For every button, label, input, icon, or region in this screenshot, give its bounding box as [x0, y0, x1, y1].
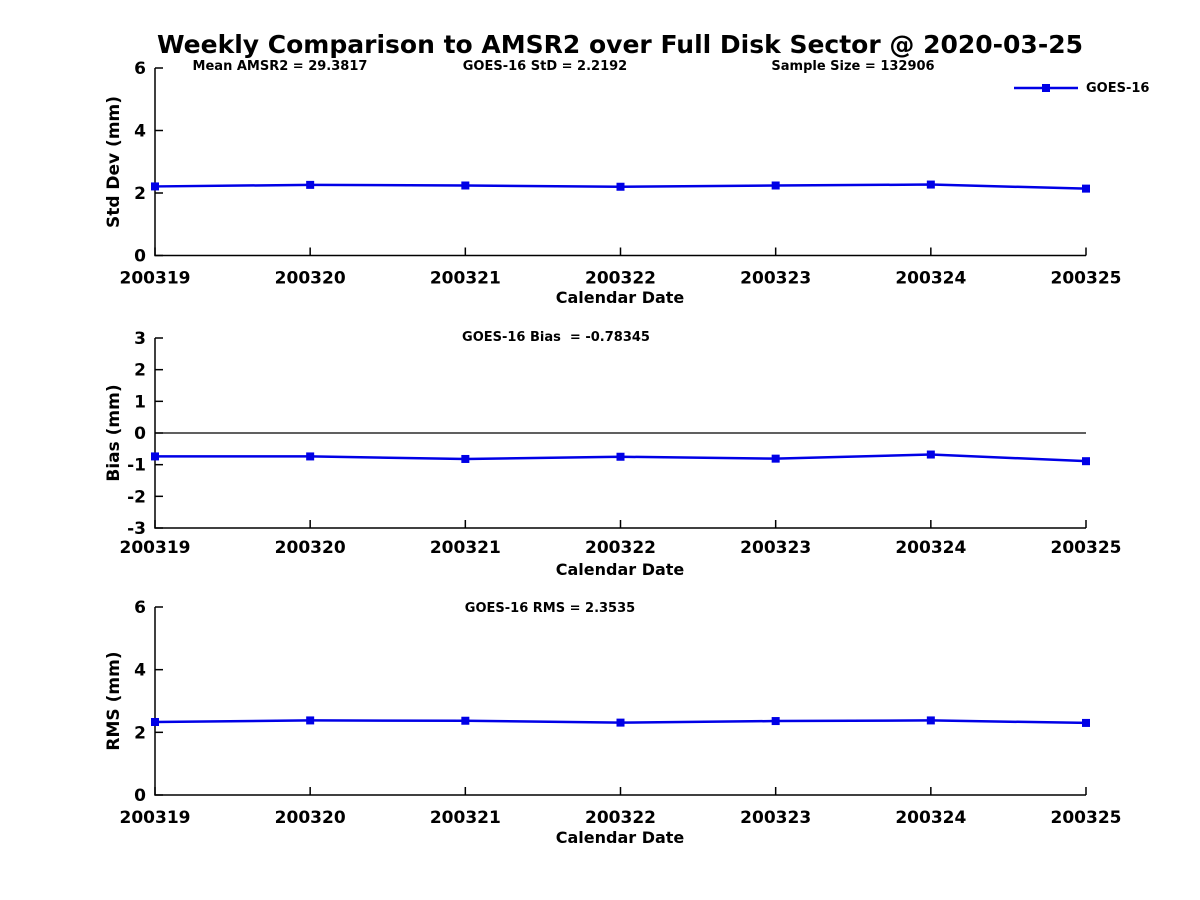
data-point-marker — [151, 182, 159, 191]
subplot-bias: -3 -2 -1 0 1 2 3 200319 200320 200321 200322 200323… — [0, 325, 1200, 580]
data-point-marker — [616, 182, 625, 191]
x-tick-label: 200319 — [120, 808, 191, 828]
y-tick-label: 0 — [134, 247, 146, 267]
data-point-marker — [461, 454, 470, 463]
bias-x-axis-label: Calendar Date — [556, 560, 685, 579]
y-tick-label: 3 — [134, 329, 146, 349]
x-tick-label: 200323 — [740, 269, 811, 289]
data-point-marker — [926, 180, 935, 189]
x-tick-label: 200322 — [585, 808, 656, 828]
x-tick-label: 200323 — [740, 538, 811, 558]
annotation-goes16-rms: GOES-16 RMS = 2.3535 — [465, 601, 635, 616]
data-point-marker — [1082, 718, 1090, 727]
x-tick-label: 200324 — [895, 538, 966, 558]
x-tick-label: 200320 — [275, 538, 346, 558]
y-tick-label: 6 — [134, 59, 146, 79]
y-tick-label: 4 — [134, 661, 146, 681]
x-tick-label: 200321 — [430, 538, 501, 558]
bias-y-axis-label: Bias (mm) — [104, 384, 124, 481]
annotation-goes16-std: GOES-16 StD = 2.2192 — [463, 59, 627, 74]
x-tick-label: 200323 — [740, 808, 811, 828]
y-tick-label: 2 — [134, 723, 146, 743]
x-tick-label: 200325 — [1051, 269, 1122, 289]
x-tick-label: 200325 — [1051, 808, 1122, 828]
y-tick-label: 6 — [134, 598, 146, 618]
x-tick-label: 200320 — [275, 269, 346, 289]
figure-title: Weekly Comparison to AMSR2 over Full Dis… — [156, 30, 1083, 59]
subplot-rms: 0 2 4 6 200319 200320 200321 200322 200323 200324… — [0, 595, 1200, 850]
data-point-marker — [616, 718, 625, 727]
rms-plot-area: 0 2 4 6 200319 200320 200321 200322 200323 200324… — [120, 598, 1122, 828]
data-point-marker — [151, 717, 159, 726]
stddev-y-axis-label: Std Dev (mm) — [104, 96, 124, 228]
x-tick-label: 200322 — [585, 538, 656, 558]
y-tick-label: -3 — [127, 519, 146, 539]
data-point-marker — [771, 454, 780, 463]
y-tick-label: 0 — [134, 786, 146, 806]
x-tick-label: 200321 — [430, 269, 501, 289]
legend-marker — [1014, 84, 1078, 92]
data-point-marker — [306, 452, 315, 461]
data-point-marker — [926, 716, 935, 725]
legend-label: GOES-16 — [1086, 80, 1150, 96]
y-tick-label: 1 — [134, 392, 146, 412]
rms-y-axis-label: RMS (mm) — [104, 651, 124, 750]
axis-lines — [154, 68, 1086, 257]
data-point-marker — [461, 181, 470, 190]
data-point-marker — [461, 716, 470, 725]
data-point-marker — [1082, 184, 1090, 193]
x-tick-label: 200325 — [1051, 538, 1122, 558]
subplot-stddev: 0 2 4 6 200319 200320 200321 200322 200323 200324… — [0, 50, 1200, 310]
y-tick-label: -1 — [127, 456, 146, 476]
x-tick-label: 200319 — [120, 269, 191, 289]
x-tick-label: 200319 — [120, 538, 191, 558]
x-tick-label: 200320 — [275, 808, 346, 828]
annotation-goes16-bias: GOES-16 Bias = -0.78345 — [462, 330, 650, 345]
bias-plot-area: -3 -2 -1 0 1 2 3 200319 200320 200321 200322 200323… — [120, 329, 1122, 558]
x-tick-label: 200324 — [895, 269, 966, 289]
y-tick-label: 2 — [134, 184, 146, 204]
y-tick-label: 4 — [134, 122, 146, 142]
data-point-marker — [1082, 457, 1090, 466]
y-tick-label: 2 — [134, 361, 146, 381]
stddev-x-axis-label: Calendar Date — [556, 288, 685, 307]
rms-x-axis-label: Calendar Date — [556, 828, 685, 847]
axis-lines — [154, 607, 1086, 796]
data-point-marker — [151, 452, 159, 461]
y-tick-label: 0 — [134, 424, 146, 444]
x-tick-label: 200322 — [585, 269, 656, 289]
data-point-marker — [616, 452, 625, 461]
y-tick-label: -2 — [127, 487, 146, 507]
data-point-marker — [926, 450, 935, 459]
data-point-marker — [771, 181, 780, 190]
x-tick-label: 200321 — [430, 808, 501, 828]
x-tick-label: 200324 — [895, 808, 966, 828]
stddev-plot-area: 0 2 4 6 200319 200320 200321 200322 200323 200324… — [120, 59, 1122, 289]
data-point-marker — [771, 717, 780, 726]
annotation-mean-amsr2: Mean AMSR2 = 29.3817 — [193, 59, 368, 74]
legend-square-marker-icon — [1042, 84, 1050, 92]
data-point-marker — [306, 180, 315, 189]
legend: GOES-16 — [1012, 80, 1149, 96]
data-point-marker — [306, 716, 315, 725]
annotation-sample-size: Sample Size = 132906 — [771, 59, 934, 74]
